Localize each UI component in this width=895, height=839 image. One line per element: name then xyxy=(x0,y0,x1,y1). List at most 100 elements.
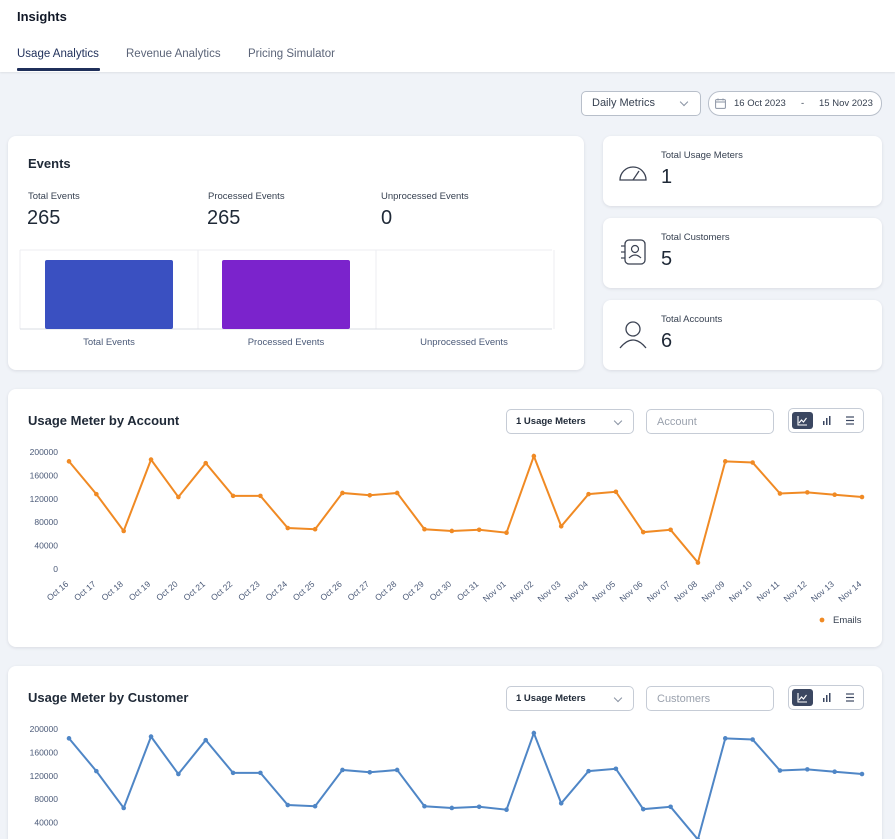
customer-meter-dropdown-value: 1 Usage Meters xyxy=(516,693,586,704)
tab-usage-analytics[interactable]: Usage Analytics xyxy=(17,48,99,60)
x-tick-label: Oct 20 xyxy=(154,579,180,603)
data-point xyxy=(394,490,400,496)
data-point xyxy=(449,805,455,811)
x-tick-label: Oct 25 xyxy=(291,579,317,603)
data-point xyxy=(66,459,72,464)
x-tick-label: Oct 17 xyxy=(72,579,98,603)
tab-pricing-simulator[interactable]: Pricing Simulator xyxy=(248,48,335,60)
bar-category-label: Processed Events xyxy=(248,337,325,348)
metrics-dropdown-value: Daily Metrics xyxy=(592,97,655,109)
data-point xyxy=(449,528,455,534)
x-tick-label: Nov 11 xyxy=(755,579,782,604)
user-icon xyxy=(619,321,647,349)
customer-search-input[interactable] xyxy=(646,686,774,711)
x-tick-label: Oct 19 xyxy=(127,579,153,603)
data-point xyxy=(531,453,537,459)
data-point xyxy=(476,804,482,810)
processed-events-value: 265 xyxy=(207,207,241,229)
account-meter-dropdown-value: 1 Usage Meters xyxy=(516,416,586,427)
data-point xyxy=(558,523,564,529)
data-point xyxy=(504,530,509,536)
bar-category-label: Total Events xyxy=(83,337,135,348)
bar-chart-toggle[interactable] xyxy=(816,412,837,429)
processed-events-label: Processed Events xyxy=(208,191,285,202)
x-tick-label: Nov 09 xyxy=(699,579,726,604)
x-tick-label: Oct 21 xyxy=(181,579,207,603)
top-bar: Insights Usage Analytics Revenue Analyti… xyxy=(0,0,895,72)
data-point xyxy=(531,730,537,736)
customer-meter-dropdown[interactable]: 1 Usage Meters xyxy=(506,686,634,711)
data-point xyxy=(285,802,291,808)
chevron-down-icon xyxy=(679,97,689,107)
y-tick-label: 160000 xyxy=(30,747,59,757)
line-chart-toggle[interactable] xyxy=(792,689,813,706)
y-tick-label: 80000 xyxy=(34,794,58,804)
date-to: 15 Nov 2023 xyxy=(819,98,873,109)
accounts-value: 6 xyxy=(661,330,673,352)
events-card-title: Events xyxy=(28,156,71,171)
data-point xyxy=(805,490,810,495)
table-view-toggle[interactable] xyxy=(840,689,861,706)
total-events-label: Total Events xyxy=(28,191,80,202)
series-line xyxy=(68,453,863,565)
events-bar-chart: Total Events Processed Events Unprocessed … xyxy=(19,249,555,348)
y-tick-label: 40000 xyxy=(34,541,58,551)
data-point xyxy=(94,768,99,774)
x-tick-label: Nov 04 xyxy=(563,579,590,604)
data-point xyxy=(722,459,728,464)
accounts-card: Total Accounts 6 xyxy=(603,300,882,370)
data-point xyxy=(558,800,564,806)
x-tick-label: Nov 10 xyxy=(727,579,754,604)
unprocessed-events-value: 0 xyxy=(381,207,393,229)
data-point xyxy=(66,736,72,741)
x-tick-label: Oct 30 xyxy=(427,579,453,603)
account-search-input[interactable] xyxy=(646,409,774,434)
account-meter-dropdown[interactable]: 1 Usage Meters xyxy=(506,409,634,434)
x-tick-label: Nov 06 xyxy=(617,579,644,604)
y-tick-label: 40000 xyxy=(34,818,58,828)
data-point xyxy=(176,771,181,777)
x-tick-label: Nov 03 xyxy=(535,579,562,604)
data-point xyxy=(94,491,99,497)
data-point xyxy=(504,807,509,813)
x-tick-label: Oct 26 xyxy=(318,579,344,603)
x-tick-label: Nov 01 xyxy=(481,579,508,604)
data-point xyxy=(367,769,373,775)
x-tick-label: Oct 29 xyxy=(400,579,426,603)
data-point xyxy=(805,767,810,772)
page-title: Insights xyxy=(17,9,67,24)
customers-card: Total Customers 5 xyxy=(603,218,882,288)
customers-label: Total Customers xyxy=(661,232,730,243)
data-point xyxy=(832,769,837,775)
date-range-picker[interactable]: 16 Oct 2023 - 15 Nov 2023 xyxy=(708,91,882,116)
usage-by-customer-line-chart: 40000 80000 120000 160000 200000 xyxy=(30,724,865,839)
data-point xyxy=(777,768,783,773)
usage-by-account-card: Usage Meter by Account 1 Usage Meters xyxy=(8,389,882,647)
data-point xyxy=(750,737,755,742)
data-point xyxy=(476,527,482,533)
data-point xyxy=(859,494,865,500)
bar-total-events xyxy=(45,260,173,329)
data-point xyxy=(777,491,783,496)
data-point xyxy=(121,805,126,811)
metrics-dropdown[interactable]: Daily Metrics xyxy=(581,91,701,116)
data-point xyxy=(722,736,728,741)
data-point xyxy=(230,493,236,499)
usage-meters-label: Total Usage Meters xyxy=(661,150,743,161)
legend-emails[interactable]: Emails xyxy=(833,615,862,626)
data-point xyxy=(586,491,591,497)
line-chart-toggle[interactable] xyxy=(792,412,813,429)
y-tick-label: 120000 xyxy=(30,494,59,504)
data-point xyxy=(422,803,427,809)
legend-dot-icon xyxy=(819,617,825,623)
x-tick-label: Oct 18 xyxy=(99,579,125,603)
data-point xyxy=(148,734,154,739)
data-point xyxy=(695,560,701,565)
menu-lines-icon xyxy=(846,416,854,425)
bar-chart-icon xyxy=(823,416,831,425)
data-point xyxy=(586,768,591,774)
table-view-toggle[interactable] xyxy=(840,412,861,429)
y-tick-label: 200000 xyxy=(30,447,59,457)
tab-revenue-analytics[interactable]: Revenue Analytics xyxy=(126,48,221,60)
bar-chart-toggle[interactable] xyxy=(816,689,837,706)
